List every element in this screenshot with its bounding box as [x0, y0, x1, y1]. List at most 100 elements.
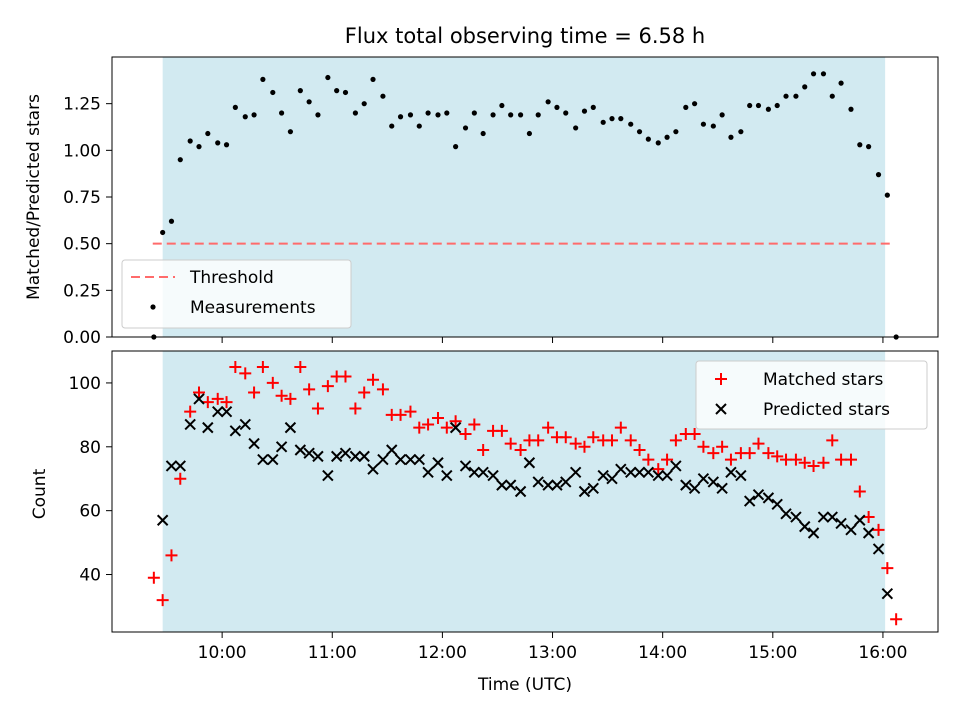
- measurement-point: [177, 157, 183, 163]
- predicted-star-point: [881, 587, 894, 600]
- top-y-ticks: 0.00 0.25 0.50 0.75 1.00 1.25: [63, 95, 112, 348]
- measurement-point: [435, 112, 441, 118]
- predicted-star-point: [569, 466, 582, 479]
- matched-star-point: [716, 440, 729, 453]
- predicted-star-point: [523, 457, 536, 469]
- predicted-star-point: [587, 482, 599, 495]
- matched-star-point: [614, 421, 627, 434]
- measurement-point: [187, 138, 193, 144]
- matched-star-point: [624, 434, 637, 447]
- predicted-star-point: [661, 469, 673, 482]
- matched-star-point: [826, 434, 839, 447]
- predicted-star-point: [807, 527, 820, 539]
- measurement-point: [334, 88, 340, 94]
- measurement-point: [471, 110, 477, 116]
- measurement-point: [738, 129, 744, 135]
- matched-star-point: [431, 412, 444, 425]
- measurement-point: [783, 93, 789, 99]
- matched-legend-swatch: [715, 373, 727, 385]
- predicted-star-point: [514, 485, 527, 498]
- matched-star-point: [514, 443, 527, 456]
- bottom-x-ticks: 10:00 11:00 12:00 13:00 14:00 15:00 16:00: [198, 632, 907, 663]
- predicted-star-point: [349, 450, 362, 463]
- predicted-star-point: [606, 473, 618, 485]
- bottom-axes-frame: [111, 350, 939, 633]
- measurement-point: [444, 110, 450, 116]
- predicted-star-point: [752, 488, 765, 501]
- measurement-point: [315, 112, 321, 118]
- measurement-point: [287, 129, 294, 135]
- matched-star-point: [504, 437, 517, 450]
- matched-star-point: [275, 389, 288, 402]
- predicted-star-point: [386, 444, 398, 456]
- measurement-point: [480, 130, 486, 137]
- measurement-point: [205, 130, 211, 137]
- predicted-star-point: [294, 444, 307, 456]
- matched-star-point: [174, 472, 187, 485]
- predicted-star-point: [560, 476, 572, 488]
- predicted-star-point: [202, 421, 214, 434]
- measurement-point: [645, 136, 651, 142]
- predicted-star-point: [799, 520, 811, 533]
- predicted-star-point: [248, 437, 260, 450]
- bottom-y-axis-label: Count: [30, 468, 50, 519]
- matched-star-point: [789, 453, 802, 466]
- measurement-point: [700, 121, 707, 127]
- x-tick-label: 16:00: [858, 643, 907, 663]
- measurement-point: [397, 114, 404, 120]
- measurement-point: [490, 112, 496, 118]
- y-tick-label: 1.00: [63, 141, 101, 161]
- y-tick-label: 0.50: [63, 235, 101, 255]
- matched-star-point: [559, 431, 572, 444]
- matched-star-point: [752, 437, 765, 450]
- predicted-star-point: [771, 498, 783, 510]
- predicted-star-point: [339, 447, 352, 459]
- measurement-point: [884, 192, 890, 198]
- predicted-star-point: [725, 466, 737, 479]
- predicted-star-point: [422, 466, 434, 479]
- y-tick-label: 0.25: [63, 281, 101, 301]
- predicted-star-point: [743, 495, 756, 507]
- measurement-point: [535, 112, 541, 118]
- matched-star-point: [890, 613, 903, 626]
- predicted-star-point: [257, 453, 269, 466]
- predicted-star-point: [625, 466, 637, 479]
- predicted-star-point: [716, 482, 728, 495]
- count-panel: 10:00 11:00 12:00 13:00 14:00 15:00 16:00 40 60…: [30, 350, 939, 695]
- measurement-point: [820, 71, 827, 77]
- predicted-star-point: [670, 460, 682, 472]
- predicted-star-point: [633, 466, 646, 479]
- predicted-star-point: [817, 511, 830, 523]
- predicted-star-point: [468, 466, 481, 479]
- predicted-star-point: [862, 527, 875, 539]
- matched-star-point: [440, 421, 453, 434]
- matched-star-point: [311, 402, 324, 415]
- measurement-point: [554, 104, 560, 110]
- predicted-star-point: [330, 450, 343, 463]
- measurement-point: [352, 110, 358, 116]
- matched-star-point: [229, 360, 242, 373]
- measurement-point: [573, 125, 579, 131]
- x-tick-label: 15:00: [748, 643, 797, 663]
- predicted-star-point: [762, 492, 775, 504]
- measurement-point: [508, 112, 514, 118]
- measurement-point: [306, 99, 312, 105]
- predicted-star-point: [845, 524, 857, 536]
- matched-star-point: [688, 428, 701, 441]
- predicted-star-point: [322, 469, 334, 482]
- predicted-legend-swatch: [715, 403, 727, 415]
- x-tick-label: 13:00: [528, 643, 577, 663]
- measurement-point: [517, 112, 524, 118]
- measurement-point: [609, 116, 615, 122]
- measurements-legend-swatch: [150, 304, 156, 310]
- predicted-star-point: [394, 453, 407, 466]
- measurement-point: [462, 125, 469, 131]
- matched-star-point: [762, 447, 775, 460]
- predicted-star-point: [220, 405, 233, 418]
- predicted-star-point: [229, 425, 242, 437]
- matched-star-point: [220, 396, 233, 409]
- matched-star-point: [633, 443, 646, 456]
- matched-legend-label: Matched stars: [763, 370, 883, 390]
- predicted-star-point: [551, 479, 563, 491]
- measurement-point: [793, 93, 799, 99]
